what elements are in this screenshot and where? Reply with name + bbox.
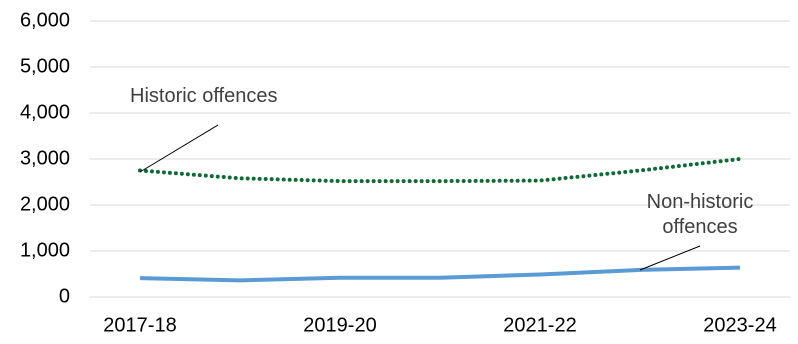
leader-line xyxy=(639,245,701,271)
y-tick-label: 6,000 xyxy=(20,9,70,31)
series-line xyxy=(138,157,742,184)
x-tick-label: 2021-22 xyxy=(503,314,576,336)
y-tick-label: 1,000 xyxy=(20,239,70,261)
y-tick-label: 3,000 xyxy=(20,147,70,169)
x-tick-label: 2017-18 xyxy=(103,314,176,336)
series-label: Non-historic offences xyxy=(646,191,754,238)
x-tick-label: 2023-24 xyxy=(703,314,776,336)
y-tick-label: 0 xyxy=(59,285,70,307)
series-line xyxy=(139,265,741,283)
x-tick-label: 2019-20 xyxy=(303,314,376,336)
series-label: Historic offences xyxy=(130,85,278,107)
y-tick-label: 4,000 xyxy=(20,101,70,123)
y-tick-label: 2,000 xyxy=(20,193,70,215)
leader-line xyxy=(139,124,219,173)
y-tick-label: 5,000 xyxy=(20,55,70,77)
